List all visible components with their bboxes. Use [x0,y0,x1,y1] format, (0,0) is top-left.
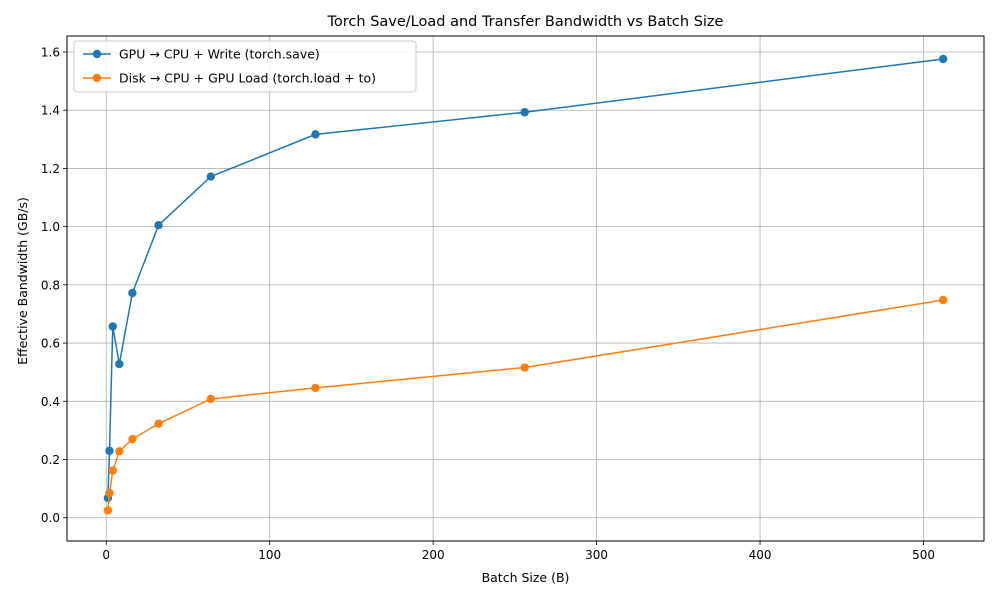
y-tick-label: 1.2 [41,162,60,176]
legend-marker [92,73,102,83]
series-2-point [520,363,529,372]
series-2-point [128,434,137,444]
series-2-point [105,488,114,498]
series-1-point [520,108,529,117]
series-2-point [311,383,320,393]
series-1-point [938,54,948,64]
series-1-line [107,58,944,498]
series-1-point [115,359,124,369]
series-1 [103,54,948,503]
series-1-point [154,220,163,230]
series-2 [103,295,948,515]
y-tick-label: 1.0 [41,220,60,234]
x-tick-label: 0 [102,548,110,562]
y-tick-label: 1.6 [41,46,60,60]
chart-title: Torch Save/Load and Transfer Bandwidth v… [327,14,724,30]
y-tick-label: 0.0 [41,511,60,525]
axis-ticks: 0 100 200 300 400 500 0.0 0.2 0.4 0.6 0.8 1.0 1.2 1.4… [41,46,935,562]
x-tick-label: 100 [258,548,281,562]
series-2-point [206,394,216,404]
legend: GPU → CPU + Write (torch.save) Disk → CPU… [73,40,417,93]
x-tick-label: 200 [422,548,445,562]
series-2-point [103,506,113,515]
series-1-point [311,130,320,139]
series-1-point [105,446,114,455]
plot-frame [66,35,985,542]
series-1-point [128,288,137,298]
legend-label: Disk → CPU + GPU Load (torch.load + to) [119,71,376,86]
legend-entry: Disk → CPU + GPU Load (torch.load + to) [83,71,376,86]
y-tick-label: 0.6 [41,337,60,351]
series-2-point [154,419,163,428]
legend-marker [92,49,102,59]
x-tick-label: 400 [749,548,772,562]
series-1-point [206,172,216,181]
series-2-point [108,466,117,475]
series-2-line [107,299,944,511]
y-axis-label: Effective Bandwidth (GB/s) [15,197,30,365]
y-tick-label: 0.4 [41,395,60,409]
y-tick-label: 0.8 [41,278,60,292]
x-tick-label: 300 [585,548,608,562]
y-tick-label: 1.4 [41,104,60,118]
series-layer [103,54,948,515]
y-tick-label: 0.2 [41,453,60,467]
legend-label: GPU → CPU + Write (torch.save) [119,47,320,62]
x-axis-label: Batch Size (B) [482,570,570,585]
series-1-point [108,322,117,331]
legend-entry: GPU → CPU + Write (torch.save) [83,47,320,62]
series-2-point [938,295,948,305]
legend-box [73,40,417,93]
x-tick-label: 500 [912,548,935,562]
series-2-point [115,447,124,456]
